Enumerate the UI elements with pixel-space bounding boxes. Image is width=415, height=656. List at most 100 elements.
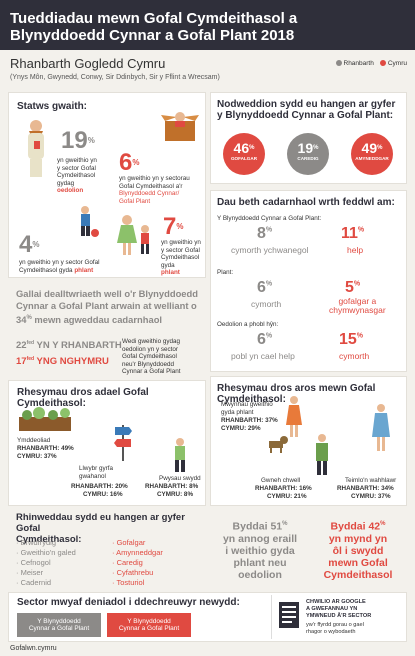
legend: Rhanbarth Cymru [335,60,407,67]
site-url[interactable]: Gofalwn.cymru [10,645,57,652]
views-g2-a-text: cymorth [251,299,282,309]
views-g1-b-value: 11% [341,225,365,242]
leaving-r1-wales: CYMRU: 37% [17,453,57,460]
needs-item: · Gweithio'n galed [16,548,76,557]
legend-wales-label: Cymru [387,60,407,67]
views-g3-label: Oedolion a phobl hŷn: [217,321,279,328]
google-heading: CHWILIO AR GOOGLE A GWEFANNAU YN YMWNEUD Â… [306,599,372,619]
woman-with-book-illustration [28,120,44,177]
views-g1-a-value: 8% [257,225,273,242]
garden-planter-illustration [19,407,71,431]
staying-r1-label: Mwynhau gweithio gyda phlant [221,401,273,416]
leaving-panel: Rhesymau dros adael Gofal Cymdeithasol: … [8,380,206,506]
status-value-adults: 19% [61,127,95,154]
staying-r3-label: Teimlo'n wahhlawr [345,477,397,484]
staying-r3-region: RHANBARTH: 34% [337,485,394,492]
status-panel: Statws gwaith: 19% yn gweithio yn y secto… [8,92,206,278]
needs-item: · Brwdfrydig [16,538,57,547]
views-g1-label: Y Blynyddoedd Cynnar a Gofal Plant: [217,215,322,222]
qualities-title: Nodweddion sydd eu hangen ar gyfer y Blyn… [217,99,396,121]
google-text: yw'r ffyrdd gorau o gael rhagor o wybodae… [306,622,364,635]
quality-patient-circle: 49% AMYNEDDGAR [351,133,393,175]
status-text-adults: yn gweithio yn y sector Gofal Cymdeithasol… [57,157,97,194]
views-title: Dau beth cadarnhaol wrth feddwl am: [217,197,395,208]
leaving-r3-label: Pwysau swydd [159,475,201,482]
staying-r2-region: RHANBARTH: 16% [255,485,312,492]
two-children-illustration [117,215,149,255]
legend-wales: Cymru [379,60,407,67]
dog-illustration [269,436,288,453]
needs-item: · Cadernid [16,578,52,587]
rank-region: 22fed YN Y RHANBARTH [16,340,122,352]
status-text-both: yn gweithio yn y sectorau Gofal Cymdeitha… [119,175,190,205]
rank-note: Wedi gweithio gydag oedolion yn y sector G… [122,338,181,375]
status-value-children: 4% [19,231,40,258]
legend-region-dot [335,60,342,67]
staying-r2-wales: CYMRU: 21% [267,493,307,500]
child-playing-illustration [81,206,99,237]
leaving-r2-region: RHANBARTH: 20% [71,483,128,490]
sector-region-badge: Y Blynyddoedd Cynnar a Gofal Plant [17,613,101,637]
sector-wales-badge: Y Blynyddoedd Cynnar a Gofal Plant [107,613,191,637]
leaving-r2-wales: CYMRU: 16% [83,491,123,498]
would-encourage-statement: Byddai 51% yn annog eraill i weithio gyda… [222,520,298,581]
views-g2-b-value: 5% [345,279,361,296]
sector-panel: Sector mwyaf deniadol i ddechreuwyr newy… [8,592,407,642]
status-text-children: yn gweithio yn y sector Gofal Cymdeithas… [19,259,100,274]
page-title-line2: Blynyddoedd Cynnar a Gofal Plant 2018 [10,27,295,44]
stressed-worker-illustration [175,438,185,472]
needs-title: Rhinweddau sydd eu hangen ar gyfer Gofal… [16,512,185,545]
status-value-children-both: 7% [163,213,184,240]
quality-kind-circle: 19% CAREDIG [287,133,329,175]
would-return-statement: Byddai 42% yn mynd yn ôl i swydd mewn Gofa… [323,520,393,581]
header-banner: Tueddiadau mewn Gofal Cymdeithasol a Bly… [0,0,415,50]
quality-caring-circle: 46% GOFALGAR [223,133,265,175]
page-title-line1: Tueddiadau mewn Gofal Cymdeithasol a [10,10,298,27]
staying-r1-region: RHANBARTH: 37% [221,417,278,424]
views-g3-b-text: cymorth [339,351,370,361]
attract-statement: Gallai dealltwriaeth well o'r Blynyddoed… [16,288,198,326]
status-value-both: 6% [119,149,140,176]
views-g3-a-text: pobl yn cael help [231,351,295,361]
needs-item: · Cefnogol [16,558,51,567]
document-icon [279,602,299,628]
status-text-children-both: yn gweithio yn y sector Gofal Cymdeithaso… [161,239,201,276]
qualities-panel: Nodweddion sydd eu hangen ar gyfer y Blyn… [210,92,407,184]
google-box: CHWILIO AR GOOGLE A GWEFANNAU YN YMWNEUD Â… [271,595,401,639]
region-title: Rhanbarth Gogledd Cymru [10,56,166,71]
leaving-r3-region: RHANBARTH: 8% [145,483,199,490]
signpost-illustration [114,425,132,461]
person-with-box-illustration [161,112,199,141]
rank-wales: 17fed YNG NGHYMRU [16,356,109,368]
leaving-title: Rhesymau dros adael Gofal Cymdeithasol: [17,387,149,409]
staying-title: Rhesymau dros aros mewn Gofal Cymdeithas… [217,383,376,405]
views-g2-a-value: 6% [257,279,273,296]
needs-list-left: · Brwdfrydig · Gweithio'n galed · Cefnog… [16,538,76,588]
needs-item: · Gofalgar [112,538,146,547]
needs-item: · Caredig [112,558,143,567]
region-subtitle: (Ynys Môn, Gwynedd, Conwy, Sir Ddinbych,… [10,74,220,81]
staying-panel: Rhesymau dros aros mewn Gofal Cymdeithas… [210,376,407,506]
leaving-r2-label: Llwybr gyrfa gwahanol [79,465,113,480]
legend-region: Rhanbarth [335,60,374,67]
needs-list-right: · Gofalgar · Amynneddgar · Caredig · Cyf… [112,538,163,588]
leaving-r1-region: RHANBARTH: 49% [17,445,74,452]
leaving-r1-label: Ymddeoliad [17,437,51,444]
woman-illustration [286,396,302,437]
views-g3-a-value: 6% [257,331,273,348]
leaving-r3-wales: CYMRU: 8% [157,491,194,498]
staying-r2-label: Gwneh chwell [261,477,301,484]
staying-r3-wales: CYMRU: 37% [351,493,391,500]
views-g3-b-value: 15% [339,331,364,348]
views-g2-b-text: gofalgar a chymwynasgar [329,296,386,315]
views-panel: Dau beth cadarnhaol wrth feddwl am: Y Bl… [210,190,407,372]
views-g2-label: Plant: [217,269,234,276]
legend-region-label: Rhanbarth [343,60,374,67]
needs-item: · Meiser [16,568,44,577]
views-g1-a-text: cymorth ychwanegol [231,245,309,255]
sector-title: Sector mwyaf deniadol i ddechreuwyr newy… [17,597,240,608]
standing-woman-illustration [372,404,390,451]
status-title: Statws gwaith: [17,101,88,112]
staying-r1-wales: CYMRU: 29% [221,425,261,432]
needs-item: · Cyfathrebu [112,568,154,577]
